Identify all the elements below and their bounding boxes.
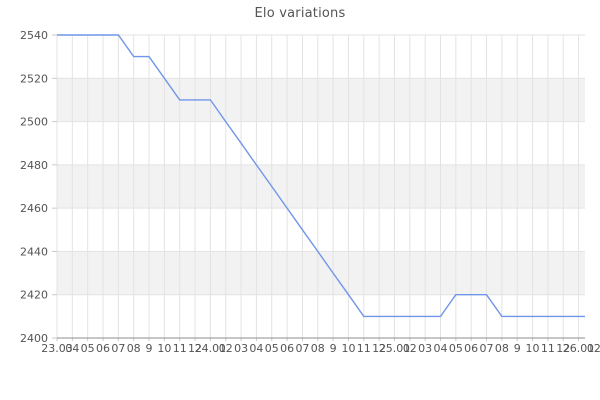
x-tick-label: 06 <box>280 342 294 355</box>
y-tick-label: 2500 <box>20 116 48 129</box>
chart-title: Elo variations <box>254 6 346 21</box>
x-tick-label: 07 <box>480 342 494 355</box>
x-tick-label: 08 <box>127 342 141 355</box>
x-tick-label: 23.03 <box>41 342 73 355</box>
y-tick-label: 2520 <box>20 72 48 85</box>
x-tick-label: 08 <box>311 342 325 355</box>
x-tick-label: 02 <box>403 342 417 355</box>
x-tick-label: 9 <box>330 342 337 355</box>
plot-bands <box>57 78 585 295</box>
x-tick-label: 05 <box>265 342 279 355</box>
x-tick-label: 11 <box>173 342 187 355</box>
x-tick-label: 24.01 <box>195 342 227 355</box>
x-tick-label: 10 <box>341 342 355 355</box>
x-tick-label: 25.01 <box>379 342 411 355</box>
y-axis-labels: 2400 2420 2440 2460 2480 2500 2520 2540 <box>20 29 48 345</box>
x-tick-label: 10 <box>526 342 540 355</box>
y-tick-label: 2420 <box>20 289 48 302</box>
x-tick-label: 04 <box>434 342 448 355</box>
x-tick-label: 07 <box>111 342 125 355</box>
x-tick-label: 07 <box>295 342 309 355</box>
x-tick-label: 12 <box>556 342 570 355</box>
x-tick-label: 12 <box>188 342 202 355</box>
y-tick-label: 2440 <box>20 245 48 258</box>
elo-series-line <box>57 34 585 318</box>
y-tick-label: 2400 <box>20 332 48 345</box>
x-tick-label: 9 <box>146 342 153 355</box>
x-tick-label: 06 <box>464 342 478 355</box>
y-tick-label: 2540 <box>20 29 48 42</box>
x-tick-label: 04 <box>65 342 79 355</box>
x-tick-label: 26.01 <box>563 342 595 355</box>
x-tick-label: 06 <box>96 342 110 355</box>
x-tick-label: 05 <box>81 342 95 355</box>
y-tick-label: 2480 <box>20 159 48 172</box>
x-tick-label: 05 <box>449 342 463 355</box>
x-tick-label: 11 <box>357 342 371 355</box>
x-tick-label: 08 <box>495 342 509 355</box>
x-tick-label: 11 <box>541 342 555 355</box>
x-tick-label: 02 <box>219 342 233 355</box>
grid-lines <box>52 34 585 341</box>
y-tick-label: 2460 <box>20 202 48 215</box>
x-tick-label: 04 <box>249 342 263 355</box>
x-tick-label: 02 <box>587 342 600 355</box>
x-tick-label: 03 <box>418 342 432 355</box>
x-tick-label: 10 <box>157 342 171 355</box>
x-tick-label: 12 <box>372 342 386 355</box>
x-tick-label: 03 <box>234 342 248 355</box>
x-tick-label: 9 <box>514 342 521 355</box>
